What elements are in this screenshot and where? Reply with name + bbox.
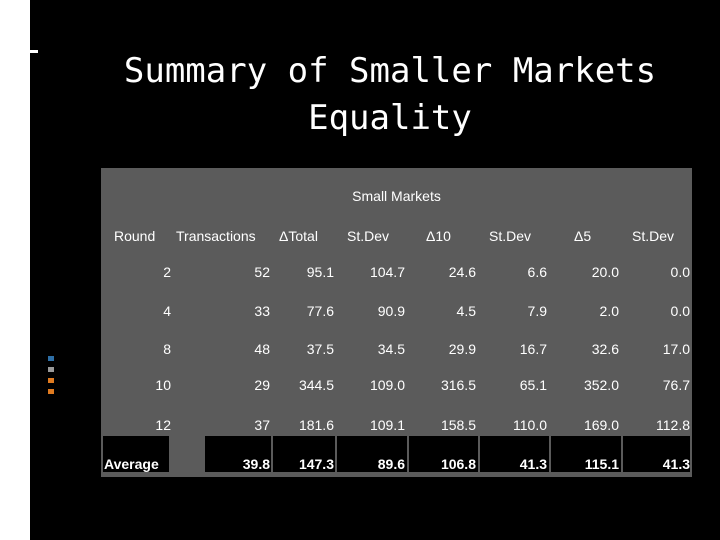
cell-delta-5: 32.6 bbox=[591, 341, 619, 357]
cell-delta-total: 77.6 bbox=[306, 303, 334, 319]
cell-stdev-2: 16.7 bbox=[519, 341, 547, 357]
cell-delta-10: 4.5 bbox=[456, 303, 476, 319]
header-transactions: Transactions bbox=[176, 228, 256, 244]
cell-stdev-3: 0.0 bbox=[670, 303, 690, 319]
table-row: 2 52 95.1 104.7 24.6 6.6 20.0 0.0 bbox=[101, 264, 692, 294]
cell-delta-10: 29.9 bbox=[448, 341, 476, 357]
cell-delta-10: 158.5 bbox=[440, 417, 476, 433]
cell-average-label: Average bbox=[104, 456, 159, 472]
cell-stdev-2: 6.6 bbox=[527, 264, 547, 280]
cell-stdev-1: 104.7 bbox=[369, 264, 405, 280]
deco-bracket-bottom bbox=[18, 70, 21, 95]
cell-stdev-1: 89.6 bbox=[377, 456, 405, 472]
average-row: Average 39.8 147.3 89.6 106.8 41.3 115.1… bbox=[101, 456, 692, 486]
deco-bracket-top-h bbox=[18, 50, 38, 53]
cell-round: 4 bbox=[163, 303, 171, 319]
header-stdev-2: St.Dev bbox=[489, 228, 532, 244]
header-stdev-3: St.Dev bbox=[632, 228, 675, 244]
average-label-cell bbox=[103, 436, 169, 472]
cell-transactions: 29 bbox=[254, 377, 270, 393]
cell-stdev-3: 41.3 bbox=[662, 456, 690, 472]
slide-title: Summary of Smaller Markets Equality bbox=[60, 48, 720, 142]
average-cell-bg bbox=[273, 436, 335, 472]
deco-bar-orange-2 bbox=[48, 389, 54, 394]
header-round: Round bbox=[114, 228, 156, 244]
average-cell-bg bbox=[551, 436, 621, 472]
cell-round: 10 bbox=[155, 377, 171, 393]
cell-stdev-3: 76.7 bbox=[662, 377, 690, 393]
cell-stdev-2: 7.9 bbox=[527, 303, 547, 319]
cell-round: 2 bbox=[163, 264, 171, 280]
cell-transactions: 52 bbox=[254, 264, 270, 280]
cell-transactions: 39.8 bbox=[242, 456, 270, 472]
cell-stdev-2: 110.0 bbox=[513, 417, 547, 433]
table-row: 4 33 77.6 90.9 4.5 7.9 2.0 0.0 bbox=[101, 303, 692, 333]
deco-bar-orange bbox=[48, 378, 54, 383]
cell-delta-5: 20.0 bbox=[591, 264, 619, 280]
cell-stdev-2: 65.1 bbox=[519, 377, 547, 393]
cell-delta-10: 24.6 bbox=[448, 264, 476, 280]
deco-bar-gray bbox=[48, 367, 54, 372]
cell-delta-total: 181.6 bbox=[298, 417, 334, 433]
cell-transactions: 48 bbox=[254, 341, 270, 357]
header-delta-total: ΔTotal bbox=[279, 228, 318, 244]
table-row: 8 48 37.5 34.5 29.9 16.7 32.6 17.0 bbox=[101, 341, 692, 371]
average-cell-bg bbox=[205, 436, 271, 472]
left-margin-strip bbox=[0, 0, 30, 540]
header-stdev-1: St.Dev bbox=[347, 228, 390, 244]
cell-transactions: 33 bbox=[254, 303, 270, 319]
cell-delta-5: 115.1 bbox=[584, 456, 619, 472]
header-delta-5: Δ5 bbox=[574, 228, 592, 244]
slide: Summary of Smaller Markets Equality Smal… bbox=[18, 0, 720, 540]
cell-stdev-3: 17.0 bbox=[662, 341, 690, 357]
cell-delta-total: 37.5 bbox=[306, 341, 334, 357]
cell-delta-10: 106.8 bbox=[440, 456, 476, 472]
cell-delta-total: 147.3 bbox=[298, 456, 334, 472]
cell-delta-total: 95.1 bbox=[306, 264, 334, 280]
summary-table: Small Markets Round Transactions ΔTotal … bbox=[101, 168, 692, 477]
cell-stdev-2: 41.3 bbox=[519, 456, 547, 472]
table-caption: Small Markets bbox=[352, 188, 441, 204]
cell-delta-5: 169.0 bbox=[583, 417, 619, 433]
cell-transactions: 37 bbox=[254, 417, 270, 433]
cell-delta-10: 316.5 bbox=[440, 377, 476, 393]
deco-bar-blue bbox=[48, 356, 54, 361]
cell-stdev-1: 109.1 bbox=[369, 417, 405, 433]
cell-stdev-3: 112.8 bbox=[656, 417, 690, 433]
cell-stdev-1: 109.0 bbox=[369, 377, 405, 393]
cell-round: 8 bbox=[163, 341, 171, 357]
slide-title-line1: Summary of Smaller Markets bbox=[123, 51, 657, 91]
header-delta-10: Δ10 bbox=[426, 228, 451, 244]
cell-delta-5: 2.0 bbox=[599, 303, 619, 319]
cell-stdev-3: 0.0 bbox=[670, 264, 690, 280]
average-cell-bg bbox=[337, 436, 407, 472]
table-row: 12 37 181.6 109.1 158.5 110.0 169.0 112.… bbox=[101, 417, 692, 447]
average-cell-bg bbox=[409, 436, 478, 472]
average-cell-bg bbox=[480, 436, 549, 472]
cell-delta-5: 352.0 bbox=[583, 377, 619, 393]
slide-title-line2: Equality bbox=[308, 98, 472, 138]
table-row: 10 29 344.5 109.0 316.5 65.1 352.0 76.7 bbox=[101, 377, 692, 407]
cell-stdev-1: 34.5 bbox=[377, 341, 405, 357]
cell-delta-total: 344.5 bbox=[298, 377, 334, 393]
average-cell-bg bbox=[623, 436, 690, 472]
cell-round: 12 bbox=[155, 417, 171, 433]
cell-stdev-1: 90.9 bbox=[377, 303, 405, 319]
